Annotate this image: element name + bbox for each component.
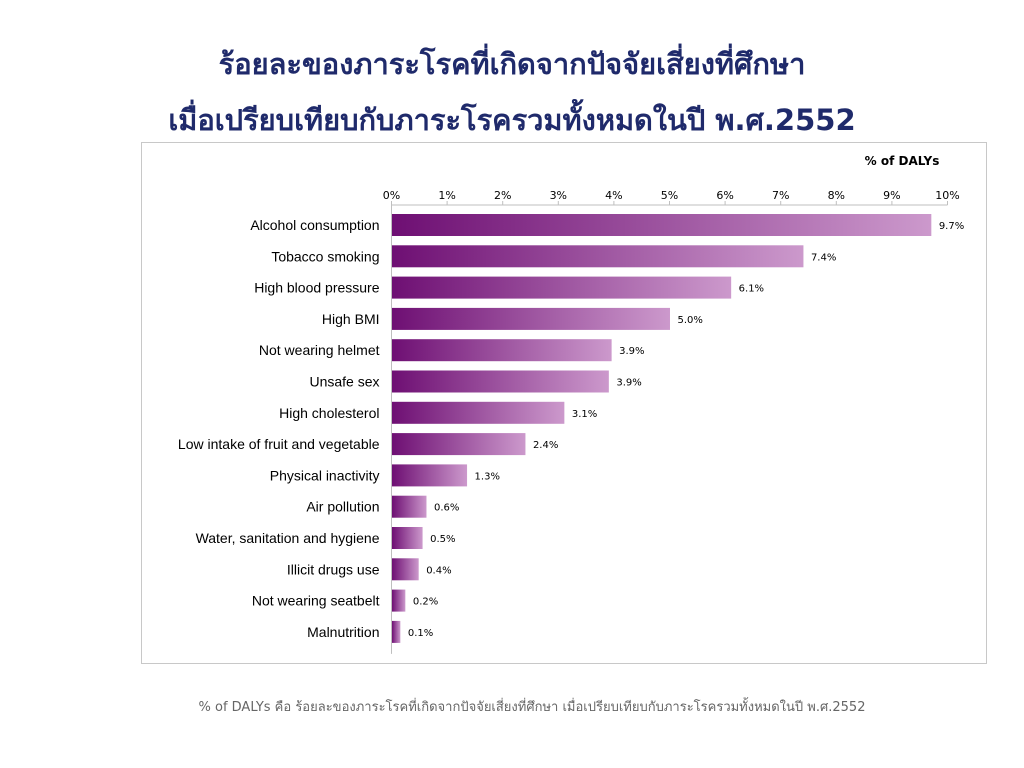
bar <box>392 558 419 581</box>
data-label: 0.6% <box>434 503 459 514</box>
bar <box>392 276 732 299</box>
bar <box>392 620 401 643</box>
data-label: 9.7% <box>939 221 964 232</box>
x-tick-label: 1% <box>438 189 455 202</box>
category-label: Unsafe sex <box>309 374 379 390</box>
bar <box>392 495 427 518</box>
data-label: 5.0% <box>678 315 703 326</box>
bar <box>392 214 932 236</box>
footnote: % of DALYs คือ ร้อยละของภาระโรคที่เกิดจา… <box>198 700 866 715</box>
x-tick-label: 4% <box>605 189 622 202</box>
data-label: 0.2% <box>413 597 438 608</box>
category-label: Physical inactivity <box>270 467 380 483</box>
bar <box>392 433 526 456</box>
bar <box>392 245 804 268</box>
x-tick-label: 8% <box>828 189 845 202</box>
category-label: Air pollution <box>306 499 379 515</box>
data-label: 0.1% <box>408 628 433 639</box>
category-label: Not wearing seatbelt <box>252 593 380 609</box>
category-label: High cholesterol <box>279 405 379 421</box>
category-label: Low intake of fruit and vegetable <box>178 436 380 452</box>
category-label: High BMI <box>322 311 380 327</box>
x-tick-label: 9% <box>883 189 900 202</box>
data-label: 7.4% <box>811 252 836 263</box>
data-label: 3.9% <box>619 346 644 357</box>
dalys-bar-chart: % of DALYs 0% 1% 2% 3% 4% 5% 6% 7% 8% 9% 10% Alcohol… <box>178 154 964 654</box>
chart-frame: % of DALYs 0% 1% 2% 3% 4% 5% 6% 7% 8% 9% 10% Alcohol… <box>141 142 987 664</box>
data-label: 2.4% <box>533 440 558 451</box>
data-label: 1.3% <box>475 471 500 482</box>
x-tick-label: 10% <box>935 189 959 202</box>
data-label: 6.1% <box>739 284 764 295</box>
data-label: 0.4% <box>426 565 451 576</box>
x-tick-label: 5% <box>661 189 678 202</box>
x-tick-label: 0% <box>383 189 400 202</box>
x-tick-label: 3% <box>550 189 567 202</box>
page-title-line-2: เมื่อเปรียบเทียบกับภาระโรครวมทั้งหมดในปี… <box>168 103 856 137</box>
x-tick-label: 7% <box>772 189 789 202</box>
bar <box>392 339 612 362</box>
bar <box>392 589 406 612</box>
category-label: Illicit drugs use <box>287 561 380 577</box>
x-tick-label: 2% <box>494 189 511 202</box>
bar <box>392 464 468 487</box>
category-label: Malnutrition <box>307 624 379 640</box>
category-label: Not wearing helmet <box>259 342 380 358</box>
category-label: High blood pressure <box>254 280 380 296</box>
bar <box>392 527 423 549</box>
category-label: Tobacco smoking <box>271 248 379 264</box>
bar <box>392 401 565 424</box>
bar <box>392 307 670 330</box>
bar <box>392 370 609 393</box>
series-label: % of DALYs <box>865 154 940 168</box>
category-label: Alcohol consumption <box>250 217 379 233</box>
data-label: 0.5% <box>430 534 455 545</box>
page-title-line-1: ร้อยละของภาระโรคที่เกิดจากปัจจัยเสี่ยงที… <box>218 47 806 81</box>
data-label: 3.1% <box>572 409 597 420</box>
data-label: 3.9% <box>616 378 641 389</box>
category-label: Water, sanitation and hygiene <box>196 530 380 546</box>
x-tick-label: 6% <box>716 189 733 202</box>
